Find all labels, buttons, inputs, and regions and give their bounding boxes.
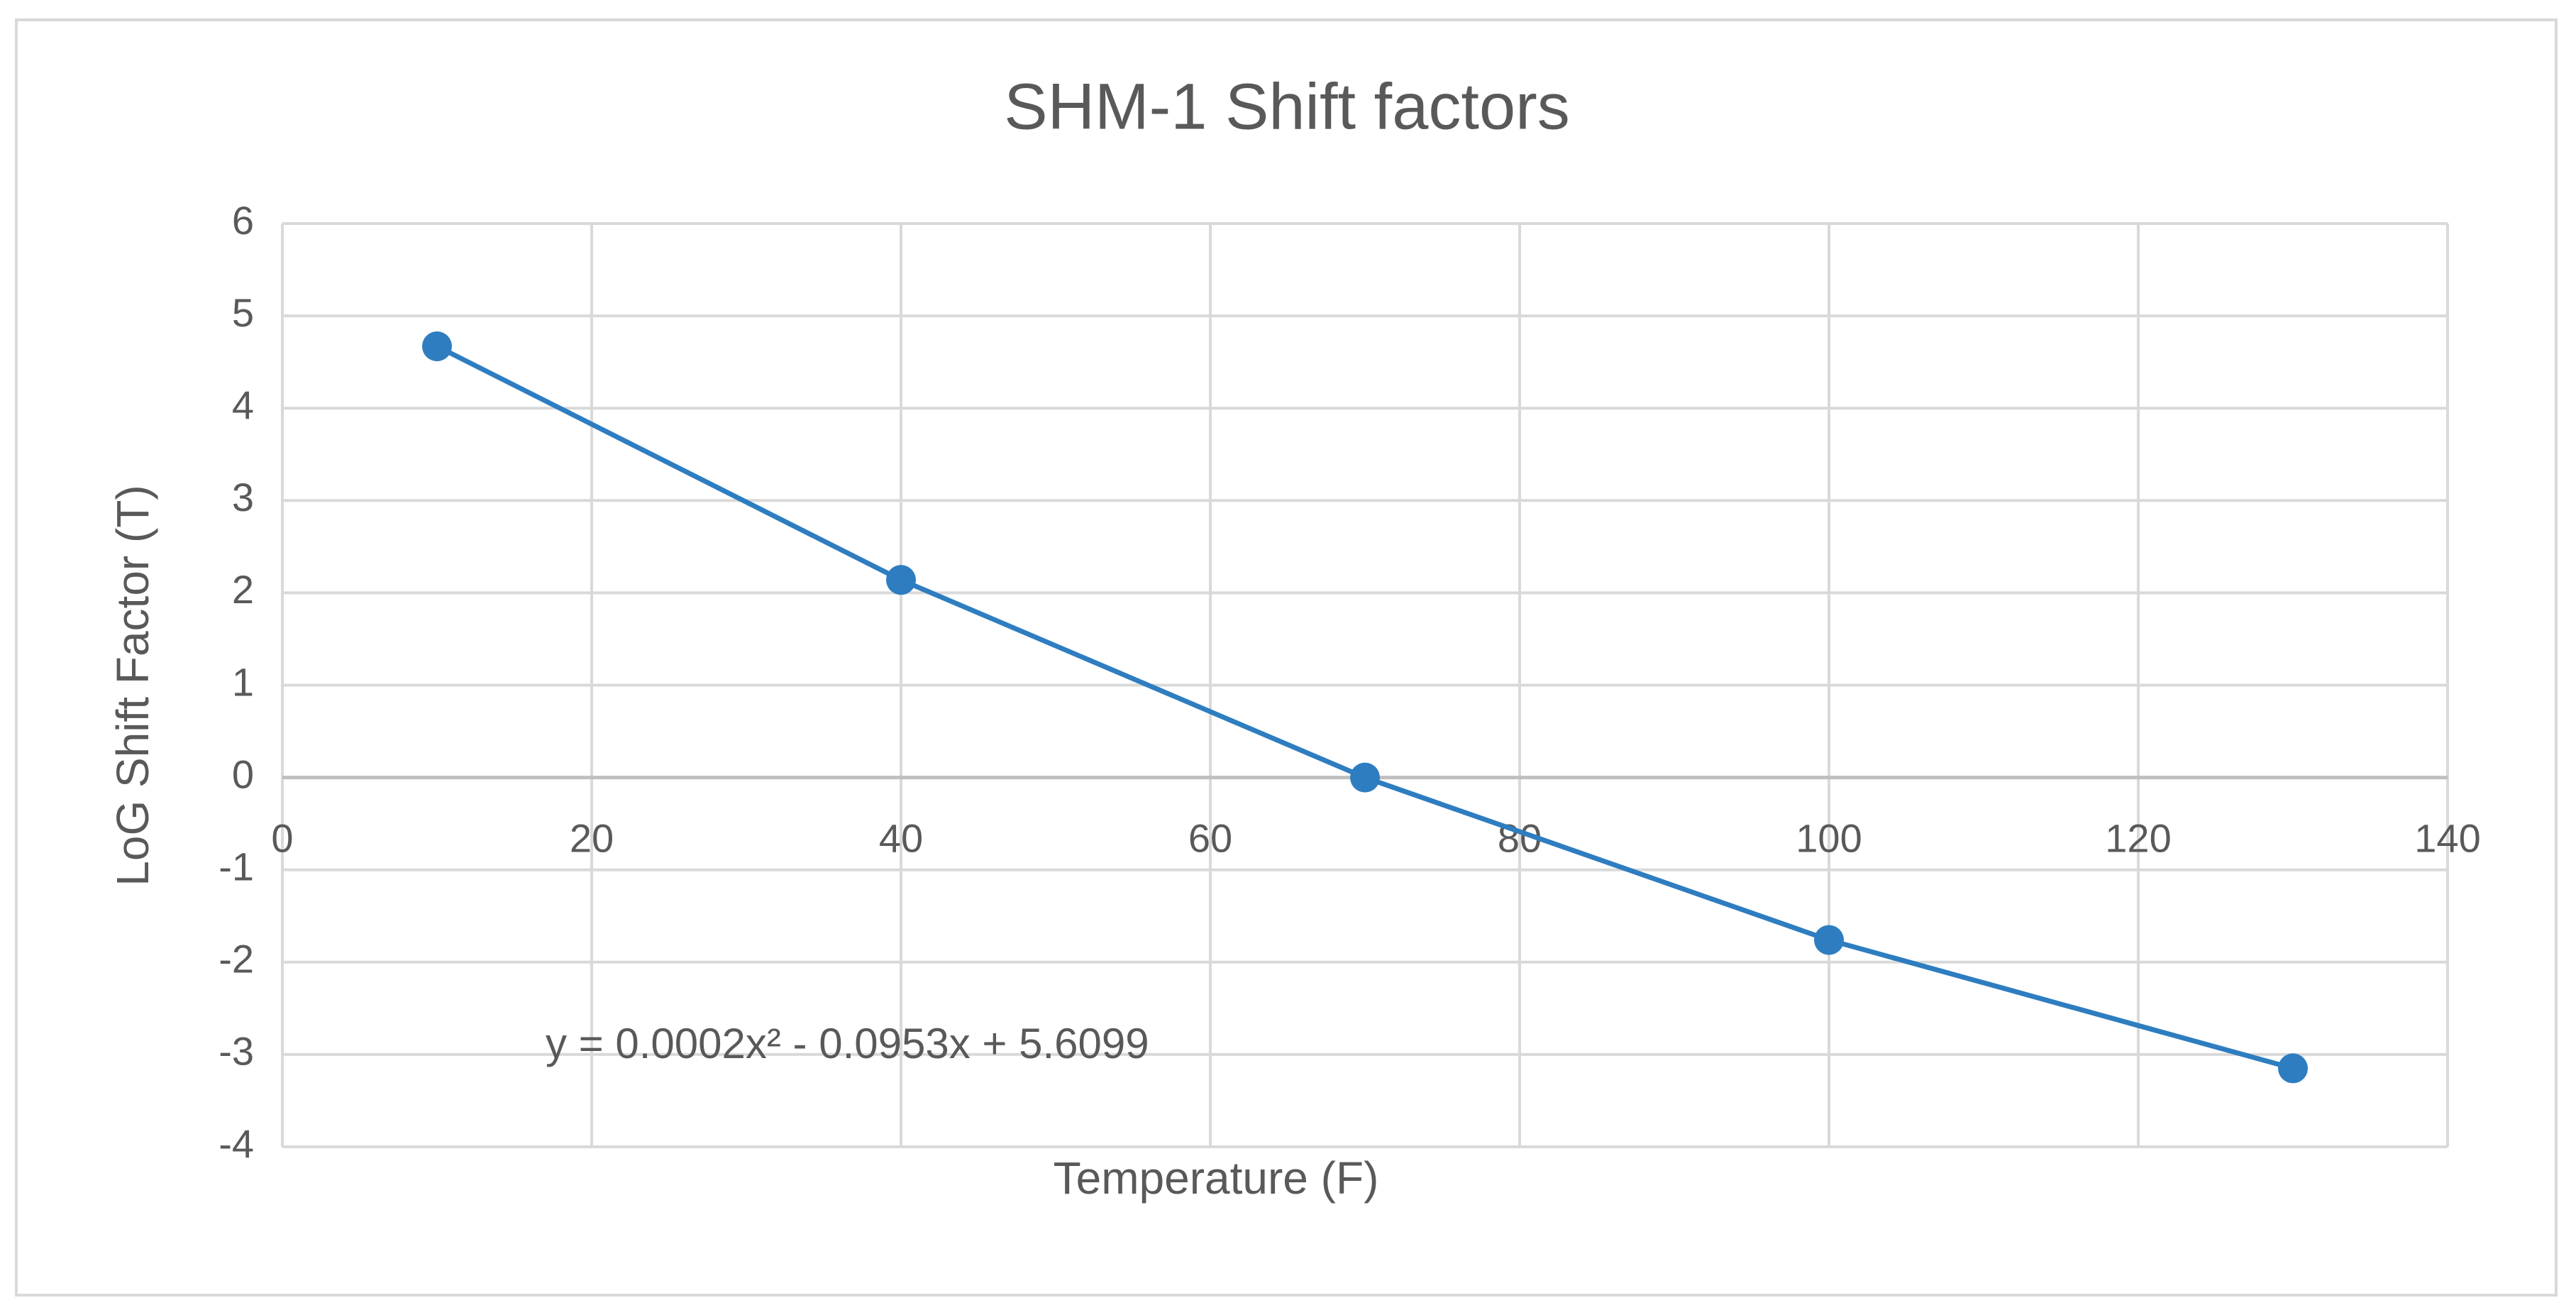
y-tick-label: 4 <box>232 383 254 427</box>
y-tick-label: 5 <box>232 290 254 335</box>
point <box>1814 925 1844 955</box>
x-tick-label: 120 <box>2105 815 2171 860</box>
x-tick-label: 140 <box>2414 815 2480 860</box>
chart-title: SHM-1 Shift factors <box>1004 70 1570 143</box>
x-tick-label: 0 <box>271 815 293 860</box>
point <box>886 565 916 595</box>
point <box>422 331 452 362</box>
x-tick-label: 60 <box>1188 815 1232 860</box>
point <box>1350 762 1380 793</box>
y-axis-title: LoG Shift Factor (T) <box>107 485 158 886</box>
y-tick-label: 2 <box>232 567 254 612</box>
y-tick-label: 3 <box>232 475 254 519</box>
y-tick-label: -4 <box>219 1121 254 1166</box>
y-tick-label: -1 <box>219 844 254 888</box>
y-tick-label: -2 <box>219 937 254 981</box>
x-axis-title: Temperature (F) <box>1054 1152 1379 1204</box>
x-tick-label: 100 <box>1796 815 1862 860</box>
chart-border <box>15 18 2558 1297</box>
trendline-equation: y = 0.0002x² - 0.0953x + 5.6099 <box>546 1020 1149 1067</box>
x-tick-label: 40 <box>879 815 923 860</box>
y-tick-label: 6 <box>232 198 254 243</box>
y-tick-label: 0 <box>232 752 254 796</box>
x-tick-label: 20 <box>570 815 614 860</box>
point <box>2278 1053 2308 1084</box>
y-tick-label: 1 <box>232 659 254 704</box>
y-tick-label: -3 <box>219 1029 254 1074</box>
